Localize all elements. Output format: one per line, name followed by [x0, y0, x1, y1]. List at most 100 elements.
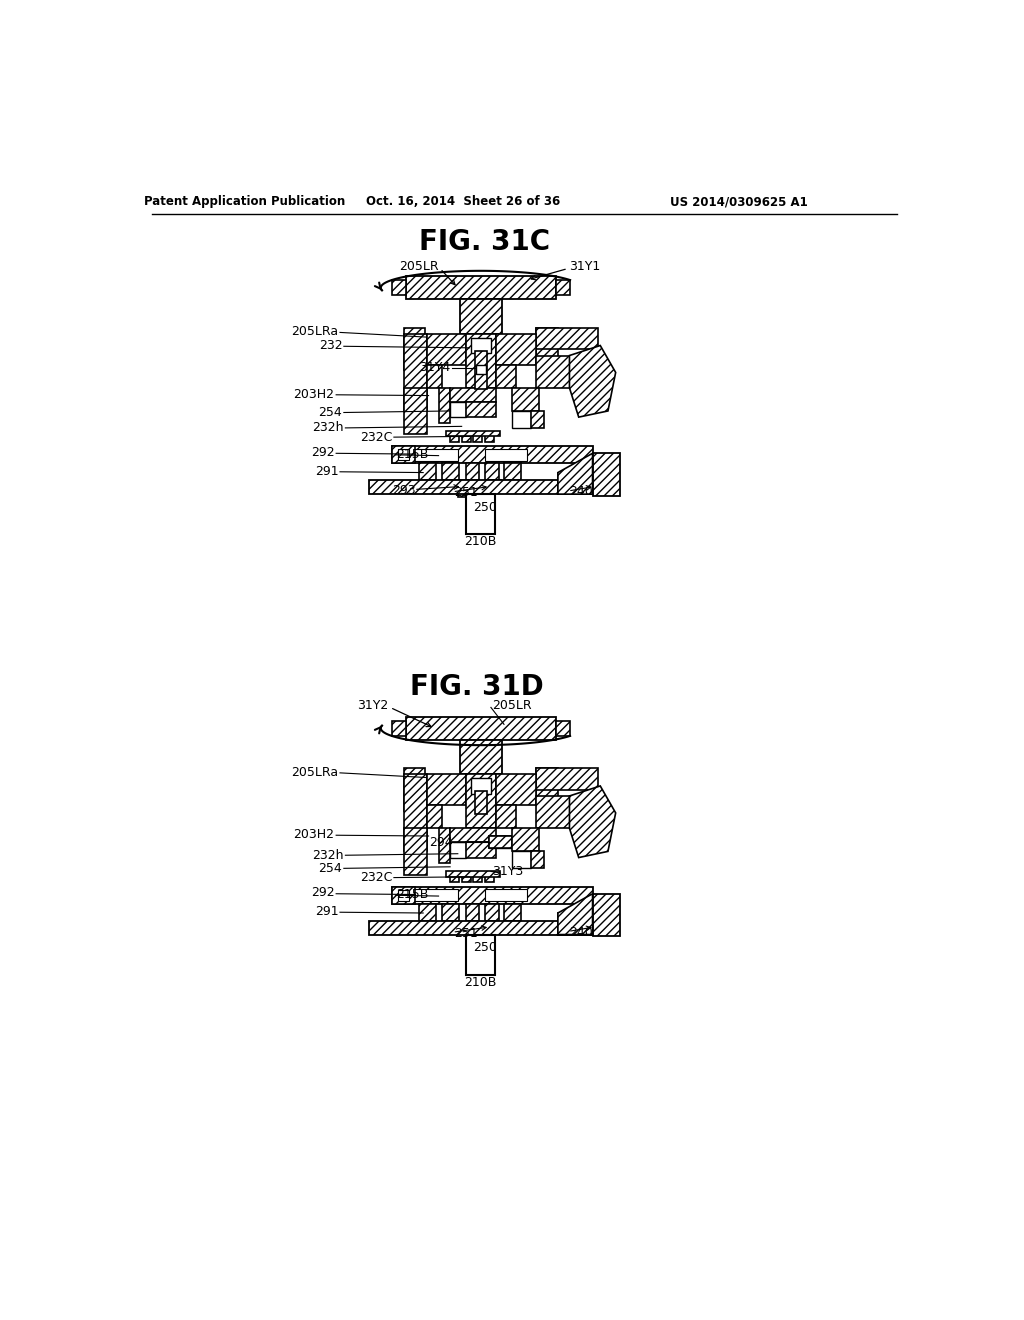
Text: 205LR: 205LR	[493, 700, 532, 713]
Text: 293: 293	[392, 483, 416, 496]
Bar	[466, 334, 497, 388]
Bar	[451, 829, 497, 842]
Bar	[451, 842, 466, 858]
Bar	[438, 388, 451, 422]
Bar	[412, 890, 458, 902]
Bar	[531, 851, 544, 869]
Text: 240: 240	[569, 925, 593, 939]
Text: 251: 251	[454, 927, 478, 940]
Text: 294: 294	[429, 836, 453, 849]
Bar	[466, 935, 495, 974]
Bar	[370, 921, 615, 935]
Bar	[392, 280, 407, 296]
Text: Oct. 16, 2014  Sheet 26 of 36: Oct. 16, 2014 Sheet 26 of 36	[366, 195, 560, 209]
Bar	[537, 768, 598, 789]
Bar	[475, 351, 487, 389]
Bar	[537, 796, 579, 829]
Bar	[531, 411, 544, 428]
Bar	[392, 446, 416, 463]
Text: 254: 254	[318, 407, 342, 418]
Bar	[476, 364, 485, 374]
Bar	[466, 494, 495, 535]
Text: 292: 292	[311, 446, 335, 459]
Bar	[407, 717, 556, 739]
Bar	[392, 721, 407, 737]
Bar	[438, 829, 451, 863]
Bar	[370, 480, 615, 494]
Text: 232: 232	[318, 339, 342, 352]
Text: 254: 254	[318, 862, 342, 875]
Text: FIG. 31C: FIG. 31C	[419, 227, 550, 256]
Bar	[427, 334, 466, 364]
Bar	[427, 805, 442, 829]
Bar	[403, 768, 425, 810]
Bar	[471, 338, 490, 354]
Polygon shape	[569, 346, 615, 417]
Bar	[412, 449, 458, 461]
Text: 31Y2: 31Y2	[357, 700, 388, 713]
Text: 205LRa: 205LRa	[292, 325, 339, 338]
Bar	[460, 739, 503, 775]
Bar	[593, 453, 620, 496]
Bar	[512, 851, 531, 869]
Bar	[392, 887, 593, 904]
Bar	[512, 411, 531, 428]
Bar	[451, 388, 497, 401]
Bar	[497, 805, 515, 829]
Bar	[473, 433, 482, 442]
Bar	[484, 449, 527, 461]
Bar	[419, 463, 436, 480]
Bar	[392, 887, 416, 904]
Text: 210B: 210B	[464, 536, 497, 548]
Bar	[593, 894, 620, 936]
Text: FIG. 31D: FIG. 31D	[411, 673, 544, 701]
Text: US 2014/0309625 A1: US 2014/0309625 A1	[670, 195, 808, 209]
Bar	[537, 768, 558, 800]
Bar	[537, 327, 558, 360]
Bar	[458, 480, 469, 498]
Bar	[473, 873, 482, 882]
Bar	[466, 401, 497, 417]
Bar	[462, 873, 471, 882]
Text: 205LR: 205LR	[399, 260, 438, 273]
Bar	[427, 775, 466, 805]
Bar	[484, 463, 499, 480]
Text: 250: 250	[473, 941, 497, 954]
Bar	[451, 873, 460, 882]
Bar	[451, 433, 460, 442]
Bar	[484, 873, 494, 882]
Bar	[403, 327, 425, 370]
Bar	[466, 842, 497, 858]
Text: 232C: 232C	[360, 430, 392, 444]
Bar	[512, 388, 539, 411]
Bar	[466, 904, 479, 921]
Bar	[488, 836, 512, 847]
Text: 215B: 215B	[396, 447, 429, 461]
Bar	[446, 430, 500, 437]
Bar	[397, 449, 409, 461]
Bar	[419, 904, 436, 921]
Bar	[403, 829, 427, 874]
Text: 251: 251	[454, 486, 478, 499]
Bar	[446, 871, 500, 876]
Bar	[488, 836, 512, 847]
Text: 291: 291	[314, 906, 339, 917]
Bar	[484, 890, 527, 902]
Text: 240: 240	[569, 486, 593, 499]
Text: 250: 250	[473, 500, 497, 513]
Bar	[471, 779, 490, 793]
Text: 31Y1: 31Y1	[569, 260, 601, 273]
Text: 292: 292	[311, 887, 335, 899]
Bar	[484, 433, 494, 442]
Text: 203H2: 203H2	[294, 388, 335, 400]
Text: 31Y4: 31Y4	[419, 362, 451, 375]
Text: 232h: 232h	[312, 849, 344, 862]
Bar	[537, 327, 598, 350]
Bar	[462, 433, 471, 442]
Bar	[466, 463, 479, 480]
Bar	[392, 446, 593, 463]
Text: 203H2: 203H2	[294, 828, 335, 841]
Bar	[475, 792, 487, 814]
Polygon shape	[558, 453, 593, 494]
Text: 205LRa: 205LRa	[292, 766, 339, 779]
